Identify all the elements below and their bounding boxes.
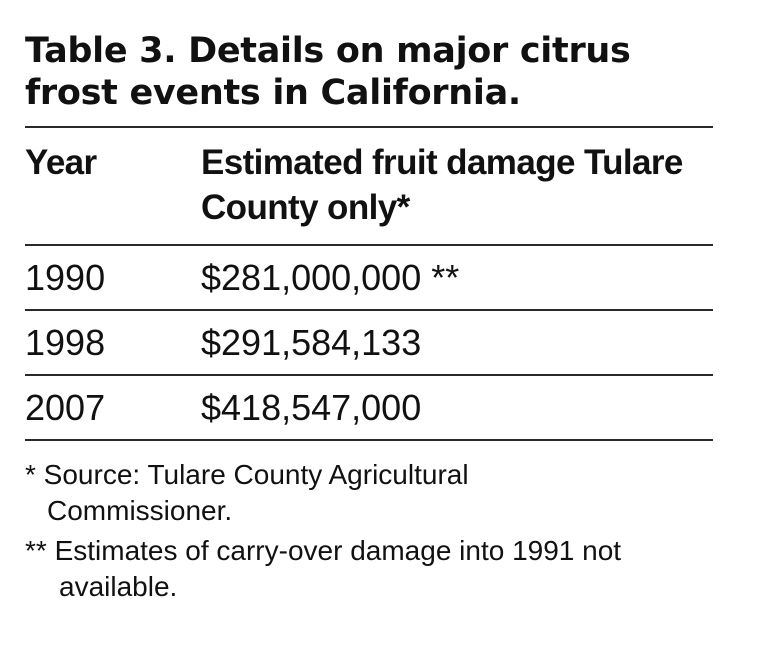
footnote-carryover: ** Estimates of carry-over damage into 1… [25,535,622,602]
frost-damage-table: Year Estimated fruit damage Tulare Count… [25,126,713,441]
table-row: 1990 $281,000,000 ** [25,245,713,311]
table-row: 2007 $418,547,000 [25,375,713,441]
damage-cell: $291,584,133 [201,310,713,376]
damage-cell: $281,000,000 ** [201,245,713,311]
column-header-damage: Estimated fruit damage Tulare County onl… [201,127,713,246]
footnote-source: * Source: Tulare County Agricultural Com… [25,459,469,526]
year-cell: 2007 [25,375,201,441]
table-block: Table 3. Details on major citrus frost e… [25,30,713,609]
footnotes: * Source: Tulare County Agricultural Com… [25,457,645,605]
table-header-row: Year Estimated fruit damage Tulare Count… [25,127,713,246]
table-title: Table 3. Details on major citrus frost e… [25,31,631,113]
damage-cell: $418,547,000 [201,375,713,441]
column-header-year: Year [25,127,201,246]
year-cell: 1998 [25,310,201,376]
table-row: 1998 $291,584,133 [25,310,713,376]
year-cell: 1990 [25,245,201,311]
